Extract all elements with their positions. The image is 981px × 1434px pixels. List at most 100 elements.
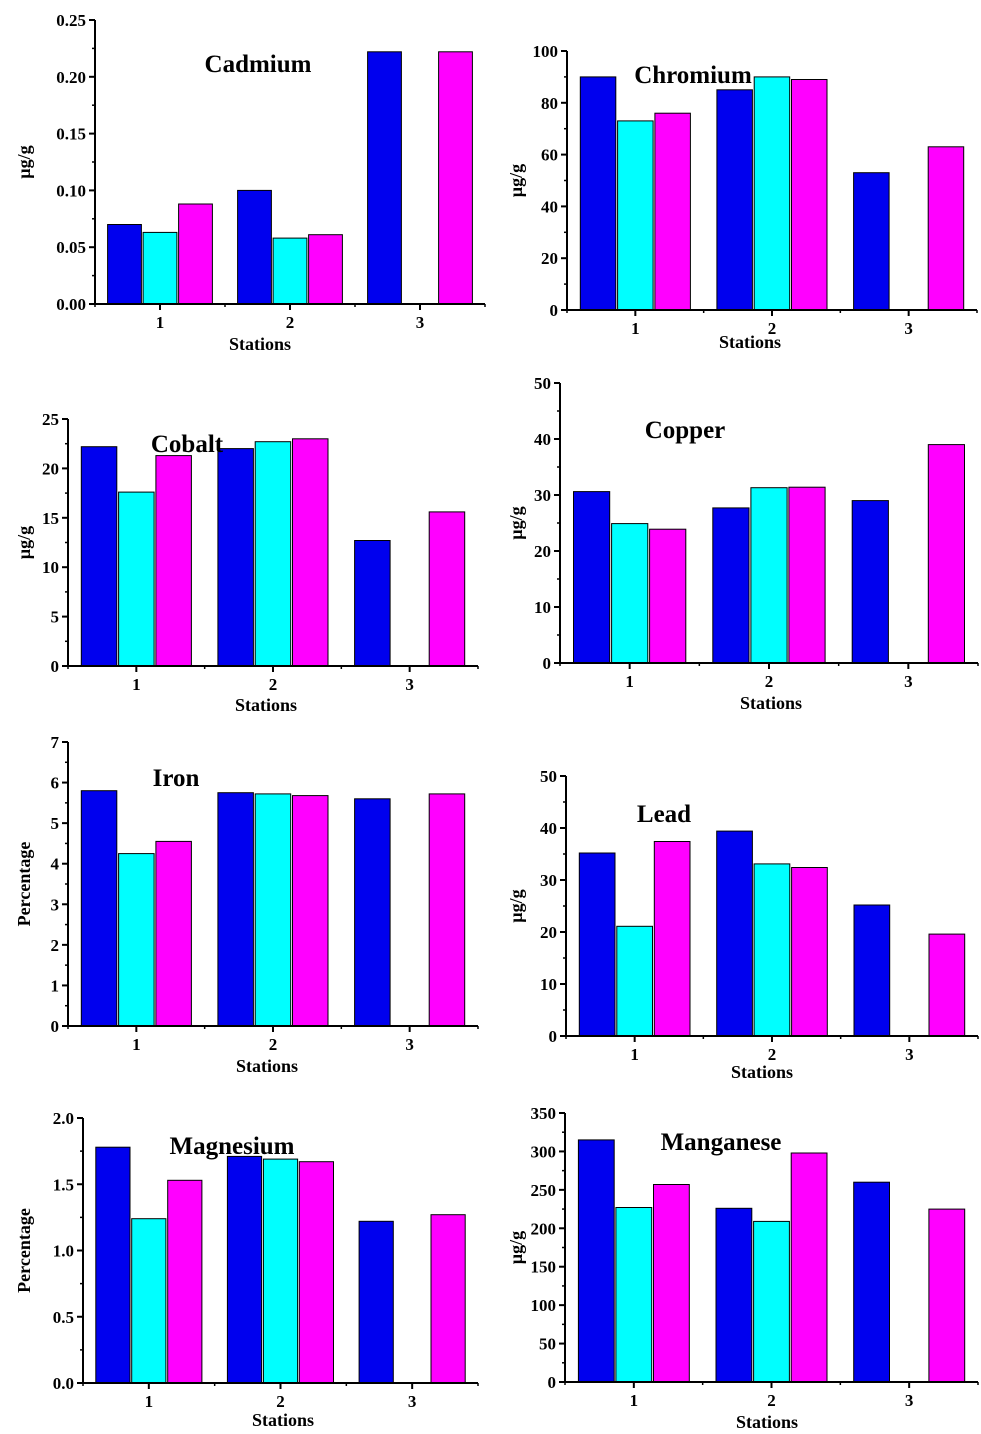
- y-tick-label: 20: [541, 249, 558, 268]
- bar-series2-station2: [750, 487, 788, 664]
- chart-chromium: 0 20 40 60 80 100 1 2 3 Chromium Stations µg/g: [506, 42, 978, 352]
- x-axis-label: Stations: [236, 1056, 298, 1076]
- x-axis-label: Stations: [731, 1062, 793, 1082]
- y-tick-label: 2.0: [53, 1109, 74, 1128]
- bar-series2-station1: [615, 1207, 653, 1383]
- bar-series3-station3: [428, 511, 466, 667]
- y-tick-label: 10: [534, 598, 551, 617]
- x-tick-label: 2: [276, 1392, 285, 1411]
- bar-series1-station2: [237, 189, 272, 305]
- y-axis-label: Percentage: [14, 1208, 34, 1293]
- bar-series3-station1: [155, 840, 192, 1027]
- bar-series3-station2: [791, 867, 828, 1037]
- x-tick-label: 2: [767, 1391, 776, 1410]
- x-tick-label: 1: [630, 1391, 639, 1410]
- chart-title: Iron: [153, 765, 200, 792]
- y-tick-label: 80: [541, 94, 558, 113]
- bar-series3-station1: [155, 455, 192, 667]
- y-tick-label: 2: [51, 936, 60, 955]
- y-tick-label: 40: [540, 819, 557, 838]
- bar-series2-station1: [142, 231, 178, 305]
- x-axis-label: Stations: [235, 695, 297, 715]
- bar-series1-station3: [358, 1220, 394, 1384]
- y-tick-label: 5: [51, 608, 60, 627]
- bar-series1-station3: [354, 798, 391, 1027]
- x-tick-label: 3: [405, 1035, 414, 1054]
- y-tick-label: 10: [42, 558, 59, 577]
- bar-series2-station2: [254, 793, 292, 1027]
- bar-series1-station3: [853, 172, 890, 311]
- bar-series3-station2: [298, 1161, 334, 1384]
- x-tick-label: 1: [156, 313, 165, 332]
- y-tick-label: 15: [42, 509, 59, 528]
- x-tick-label: 1: [132, 1035, 141, 1054]
- bar-series1-station1: [579, 76, 617, 311]
- y-tick-label: 0: [549, 1027, 558, 1046]
- y-axis-label: µg/g: [14, 526, 34, 559]
- y-axis-label: µg/g: [506, 889, 526, 922]
- y-tick-label: 0: [51, 1017, 60, 1036]
- chart-manganese: 0 50 100 150 200 250 300 350 1 2 3 Manganese Station…: [506, 1104, 979, 1432]
- y-tick-label: 10: [540, 975, 557, 994]
- x-tick-label: 1: [625, 672, 634, 691]
- y-axis-label: µg/g: [14, 145, 34, 178]
- y-tick-label: 60: [541, 146, 558, 165]
- bar-series2-station1: [611, 523, 649, 664]
- y-tick-label: 20: [540, 923, 557, 942]
- chart-cobalt: 0 5 10 15 20 25 1 2 3 Cobalt Stations µg/g: [14, 410, 479, 715]
- bar-series1-station2: [716, 830, 753, 1037]
- y-tick-label: 20: [42, 459, 59, 478]
- y-tick-label: 150: [531, 1258, 557, 1277]
- y-tick-label: 0: [548, 1373, 557, 1392]
- chart-title: Lead: [637, 801, 691, 828]
- chart-magnesium: 0.0 0.5 1.0 1.5 2.0 1 2 3 Magnesium Stations Perce…: [14, 1109, 479, 1430]
- y-axis-label: µg/g: [506, 1231, 526, 1264]
- bar-series1-station3: [367, 51, 402, 305]
- chart-iron: 0 1 2 3 4 5 6 7 1 2 3 Iron Stations Percentage: [14, 733, 479, 1076]
- chart-title: Magnesium: [170, 1133, 295, 1160]
- x-tick-label: 1: [631, 319, 640, 338]
- bar-series1-station1: [573, 491, 611, 664]
- y-tick-label: 0.0: [53, 1374, 74, 1393]
- bar-series3-station2: [292, 438, 329, 667]
- x-axis-label: Stations: [229, 334, 291, 354]
- x-tick-label: 2: [768, 319, 777, 338]
- chart-lead: 0 10 20 30 40 50 1 2 3 Lead Stations µg/g: [506, 767, 979, 1082]
- y-tick-label: 200: [531, 1219, 557, 1238]
- bar-series2-station1: [616, 925, 653, 1037]
- y-tick-label: 4: [51, 855, 60, 874]
- y-tick-label: 3: [51, 895, 60, 914]
- chart-copper: 0 10 20 30 40 50 1 2 3 Copper Stations µg/g: [506, 374, 979, 713]
- y-tick-label: 1.5: [53, 1175, 74, 1194]
- y-tick-label: 0.05: [56, 238, 86, 257]
- bar-series2-station2: [262, 1158, 299, 1384]
- y-tick-label: 50: [539, 1335, 556, 1354]
- x-tick-label: 2: [768, 1045, 777, 1064]
- bar-series3-station1: [649, 528, 687, 664]
- bar-series1-station3: [853, 904, 891, 1037]
- y-tick-label: 7: [51, 733, 60, 752]
- chart-cadmium: 0.00 0.05 0.10 0.15 0.20 0.25 1 2 3 Cadmium Statio…: [14, 11, 486, 354]
- y-tick-label: 0.10: [56, 181, 86, 200]
- x-tick-label: 2: [269, 675, 278, 694]
- bar-series1-station3: [851, 500, 889, 664]
- y-tick-label: 30: [534, 486, 551, 505]
- y-tick-label: 0.25: [56, 11, 86, 30]
- y-tick-label: 0.5: [53, 1308, 74, 1327]
- x-tick-label: 3: [408, 1392, 417, 1411]
- y-tick-label: 350: [531, 1104, 557, 1123]
- bar-series3-station3: [438, 51, 473, 305]
- y-axis-label: µg/g: [506, 164, 526, 197]
- y-tick-label: 6: [51, 774, 60, 793]
- bar-series2-station2: [753, 863, 791, 1037]
- y-tick-label: 1.0: [53, 1242, 74, 1261]
- x-tick-label: 2: [765, 672, 774, 691]
- y-tick-label: 0.15: [56, 125, 86, 144]
- chart-title: Copper: [645, 417, 726, 444]
- y-tick-label: 20: [534, 542, 551, 561]
- y-tick-label: 0: [51, 657, 60, 676]
- bar-series3-station1: [178, 203, 213, 305]
- x-tick-label: 3: [905, 1045, 914, 1064]
- x-tick-label: 1: [145, 1392, 154, 1411]
- bar-series2-station1: [118, 853, 155, 1027]
